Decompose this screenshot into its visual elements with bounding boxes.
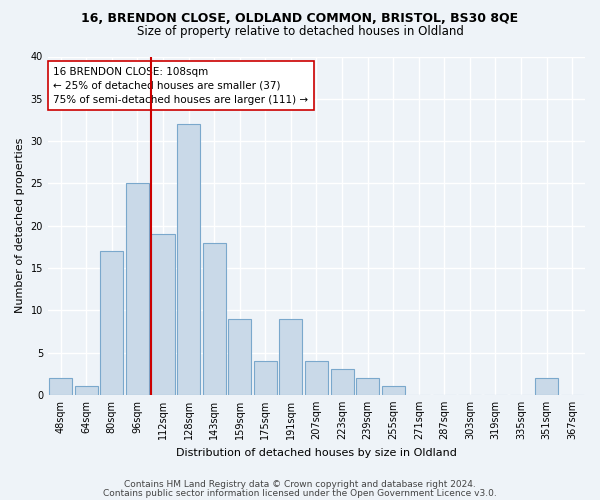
Bar [49, 378, 72, 395]
Bar [177, 124, 200, 395]
Text: 16 BRENDON CLOSE: 108sqm
← 25% of detached houses are smaller (37)
75% of semi-d: 16 BRENDON CLOSE: 108sqm ← 25% of detach… [53, 66, 308, 104]
Text: Size of property relative to detached houses in Oldland: Size of property relative to detached ho… [137, 25, 463, 38]
Bar [331, 370, 353, 395]
X-axis label: Distribution of detached houses by size in Oldland: Distribution of detached houses by size … [176, 448, 457, 458]
Bar [382, 386, 404, 395]
Y-axis label: Number of detached properties: Number of detached properties [15, 138, 25, 314]
Text: 16, BRENDON CLOSE, OLDLAND COMMON, BRISTOL, BS30 8QE: 16, BRENDON CLOSE, OLDLAND COMMON, BRIST… [82, 12, 518, 26]
Text: Contains HM Land Registry data © Crown copyright and database right 2024.: Contains HM Land Registry data © Crown c… [124, 480, 476, 489]
Bar [228, 318, 251, 395]
Bar [151, 234, 175, 395]
Bar [254, 361, 277, 395]
Bar [280, 318, 302, 395]
Bar [203, 242, 226, 395]
Bar [356, 378, 379, 395]
Bar [75, 386, 98, 395]
Bar [126, 184, 149, 395]
Bar [305, 361, 328, 395]
Text: Contains public sector information licensed under the Open Government Licence v3: Contains public sector information licen… [103, 488, 497, 498]
Bar [535, 378, 558, 395]
Bar [100, 251, 124, 395]
